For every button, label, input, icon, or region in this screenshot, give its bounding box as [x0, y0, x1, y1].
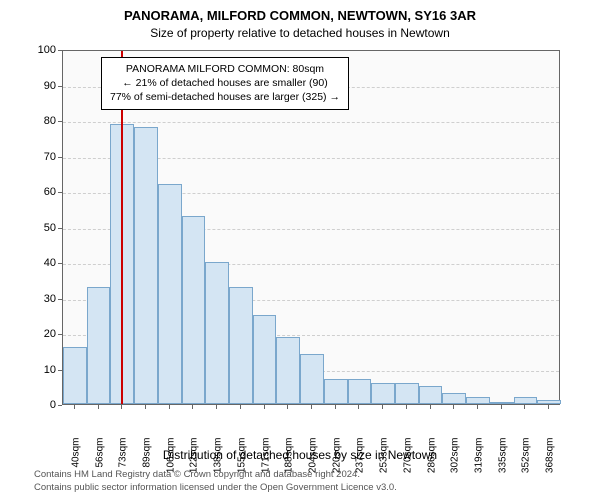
y-tick-label: 50 [26, 222, 56, 234]
y-tick-mark [58, 50, 62, 51]
y-tick-label: 80 [26, 115, 56, 127]
histogram-bar [158, 184, 182, 404]
y-tick-mark [58, 86, 62, 87]
y-tick-mark [58, 370, 62, 371]
histogram-bar [182, 216, 206, 404]
x-tick-mark [406, 405, 407, 409]
histogram-bar [63, 347, 87, 404]
chart-title-main: PANORAMA, MILFORD COMMON, NEWTOWN, SY16 … [0, 8, 600, 23]
x-tick-mark [311, 405, 312, 409]
x-tick-mark [430, 405, 431, 409]
histogram-bar [537, 400, 561, 404]
annotation-line-3: 77% of semi-detached houses are larger (… [110, 90, 340, 104]
histogram-bar [276, 337, 300, 404]
x-tick-mark [501, 405, 502, 409]
y-tick-label: 10 [26, 364, 56, 376]
histogram-bar [466, 397, 490, 404]
y-tick-label: 40 [26, 257, 56, 269]
x-tick-mark [145, 405, 146, 409]
x-tick-mark [264, 405, 265, 409]
histogram-bar [395, 383, 419, 404]
x-tick-mark [192, 405, 193, 409]
histogram-bar [348, 379, 372, 404]
chart-title-sub: Size of property relative to detached ho… [0, 26, 600, 40]
x-tick-mark [121, 405, 122, 409]
histogram-bar [134, 127, 158, 404]
x-tick-mark [287, 405, 288, 409]
histogram-bar [419, 386, 443, 404]
x-tick-mark [382, 405, 383, 409]
plot-area: PANORAMA MILFORD COMMON: 80sqm ← 21% of … [62, 50, 560, 405]
x-tick-mark [216, 405, 217, 409]
histogram-bar [324, 379, 348, 404]
y-tick-mark [58, 405, 62, 406]
footer-line-2: Contains public sector information licen… [34, 482, 397, 495]
histogram-bar [87, 287, 111, 404]
y-tick-label: 70 [26, 151, 56, 163]
y-tick-label: 100 [26, 44, 56, 56]
y-tick-label: 90 [26, 80, 56, 92]
footer-line-1: Contains HM Land Registry data © Crown c… [34, 469, 397, 482]
histogram-bar [514, 397, 538, 404]
grid-line [63, 122, 559, 123]
x-tick-mark [524, 405, 525, 409]
x-tick-mark [453, 405, 454, 409]
annotation-box: PANORAMA MILFORD COMMON: 80sqm ← 21% of … [101, 57, 349, 110]
histogram-bar [442, 393, 466, 404]
histogram-bar [300, 354, 324, 404]
y-tick-label: 60 [26, 186, 56, 198]
x-tick-mark [240, 405, 241, 409]
x-tick-mark [548, 405, 549, 409]
y-tick-mark [58, 121, 62, 122]
x-tick-mark [335, 405, 336, 409]
y-tick-mark [58, 334, 62, 335]
y-tick-mark [58, 157, 62, 158]
y-tick-label: 30 [26, 293, 56, 305]
y-tick-mark [58, 263, 62, 264]
histogram-bar [229, 287, 253, 404]
annotation-line-1: PANORAMA MILFORD COMMON: 80sqm [110, 62, 340, 76]
x-tick-mark [169, 405, 170, 409]
histogram-bar [253, 315, 277, 404]
histogram-bar [371, 383, 395, 404]
chart-container: PANORAMA, MILFORD COMMON, NEWTOWN, SY16 … [0, 0, 600, 500]
y-tick-mark [58, 299, 62, 300]
x-tick-mark [74, 405, 75, 409]
x-tick-mark [98, 405, 99, 409]
histogram-bar [490, 402, 514, 404]
x-tick-mark [358, 405, 359, 409]
histogram-bar [205, 262, 229, 404]
y-tick-label: 20 [26, 328, 56, 340]
x-axis-label: Distribution of detached houses by size … [0, 448, 600, 462]
title-block: PANORAMA, MILFORD COMMON, NEWTOWN, SY16 … [0, 8, 600, 40]
y-tick-label: 0 [26, 399, 56, 411]
y-tick-mark [58, 192, 62, 193]
annotation-line-2: ← 21% of detached houses are smaller (90… [110, 76, 340, 90]
footer-attribution: Contains HM Land Registry data © Crown c… [34, 469, 397, 495]
y-tick-mark [58, 228, 62, 229]
x-tick-mark [477, 405, 478, 409]
